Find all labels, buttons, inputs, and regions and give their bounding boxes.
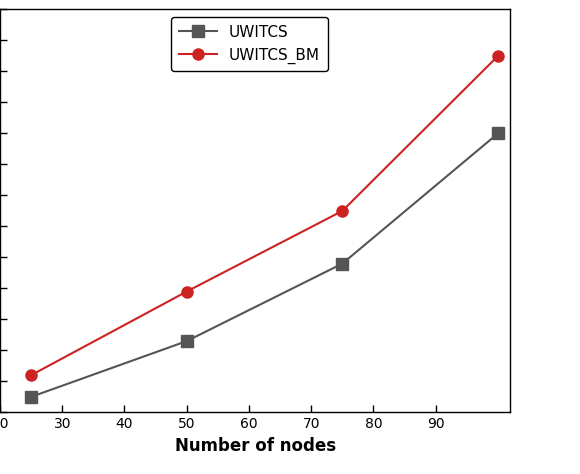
UWITCS: [339, 261, 346, 266]
UWITCS: [28, 394, 35, 400]
Line: UWITCS_BM: UWITCS_BM: [26, 50, 503, 381]
UWITCS_BM: [495, 53, 502, 59]
UWITCS_BM: [183, 289, 190, 294]
UWITCS: [183, 338, 190, 344]
UWITCS_BM: [339, 208, 346, 214]
UWITCS: [495, 131, 502, 137]
X-axis label: Number of nodes: Number of nodes: [175, 437, 336, 455]
Line: UWITCS: UWITCS: [26, 128, 503, 402]
UWITCS_BM: [28, 373, 35, 378]
Legend: UWITCS, UWITCS_BM: UWITCS, UWITCS_BM: [171, 17, 328, 71]
